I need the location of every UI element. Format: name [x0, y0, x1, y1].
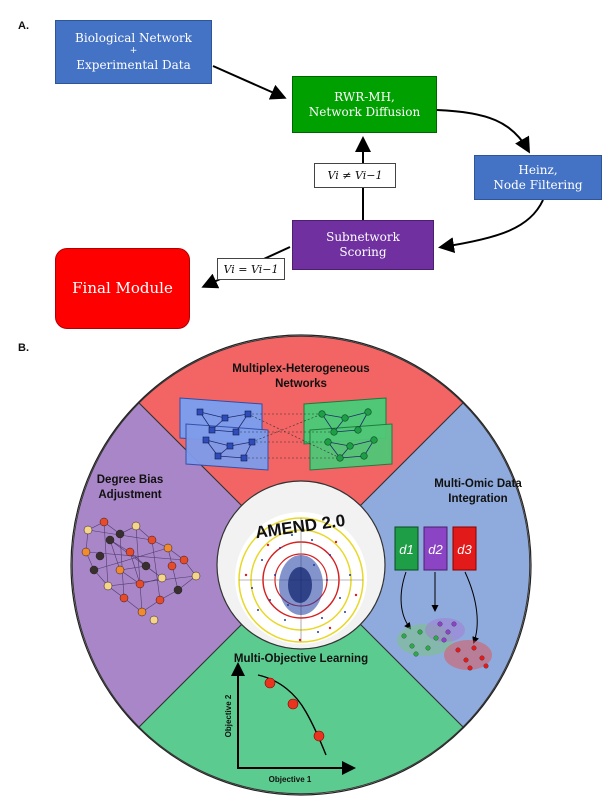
- sector-top-title-2: Networks: [275, 378, 327, 390]
- sector-left-title-1: Degree Bias: [97, 474, 163, 486]
- panel-a-label: A.: [18, 20, 29, 32]
- omic-box-d3: [452, 526, 477, 571]
- sector-top-title-1: Multiplex-Heterogeneous: [232, 363, 369, 375]
- arrow-bio-to-rwr: [212, 65, 287, 100]
- omic-label-d2: d2: [428, 542, 443, 557]
- sector-left-purple: [71, 402, 302, 728]
- pareto-plot: Objective 1 Objective 2: [224, 662, 356, 784]
- bio-network-line1: Biological Network: [75, 31, 192, 46]
- rwr-line2: Network Diffusion: [308, 104, 421, 119]
- subnetwork-line1: Subnetwork: [326, 230, 400, 244]
- pareto-point-1: [264, 677, 276, 689]
- degree-bias-network-graphic: [81, 517, 201, 625]
- center-emblem: AMEND 2.0: [216, 480, 386, 650]
- final-module-box: Final Module: [55, 248, 190, 329]
- pareto-axes: [237, 668, 348, 769]
- arrow-heinz-to-subnetwork: [438, 199, 544, 254]
- sector-right-title-2: Integration: [448, 493, 507, 505]
- objective-x-label: Objective 1: [269, 775, 312, 784]
- bio-network-box: Biological Network + Experimental Data: [55, 20, 212, 84]
- bio-network-line3: Experimental Data: [76, 57, 191, 72]
- subnetwork-box: Subnetwork Scoring: [292, 220, 434, 270]
- rwr-box: RWR-MH, Network Diffusion: [292, 76, 437, 133]
- heinz-line1: Heinz,: [518, 162, 558, 177]
- pareto-point-3: [313, 730, 325, 742]
- multiplex-network-graphic: [179, 397, 393, 471]
- pareto-point-2: [287, 698, 299, 710]
- final-module-label: Final Module: [72, 279, 173, 298]
- panel-b-label: B.: [18, 342, 29, 354]
- bio-network-line2: +: [129, 46, 138, 57]
- omic-label-d1: d1: [399, 542, 413, 557]
- omic-box-d1: [394, 526, 419, 571]
- condition-not-equal: Vi ≠ Vi−1: [314, 163, 396, 188]
- omic-label-d3: d3: [457, 542, 472, 557]
- rwr-line1: RWR-MH,: [334, 89, 395, 104]
- sector-bottom-green: [138, 564, 464, 795]
- sector-right-title-1: Multi-Omic Data: [434, 478, 522, 490]
- sector-left-title-2: Adjustment: [98, 489, 161, 501]
- wheel-outline: [70, 334, 532, 796]
- subnetwork-line2: Scoring: [339, 245, 387, 259]
- sector-top-red: [138, 335, 464, 566]
- sector-bottom-title: Multi-Objective Learning: [234, 653, 368, 665]
- multi-omic-graphic: d1 d2 d3: [394, 526, 492, 671]
- omic-box-d2: [423, 526, 448, 571]
- heinz-line2: Node Filtering: [493, 177, 583, 192]
- condition-equal: Vi = Vi−1: [217, 258, 285, 280]
- arrow-rwr-to-heinz: [436, 109, 530, 154]
- objective-y-label: Objective 2: [224, 694, 233, 737]
